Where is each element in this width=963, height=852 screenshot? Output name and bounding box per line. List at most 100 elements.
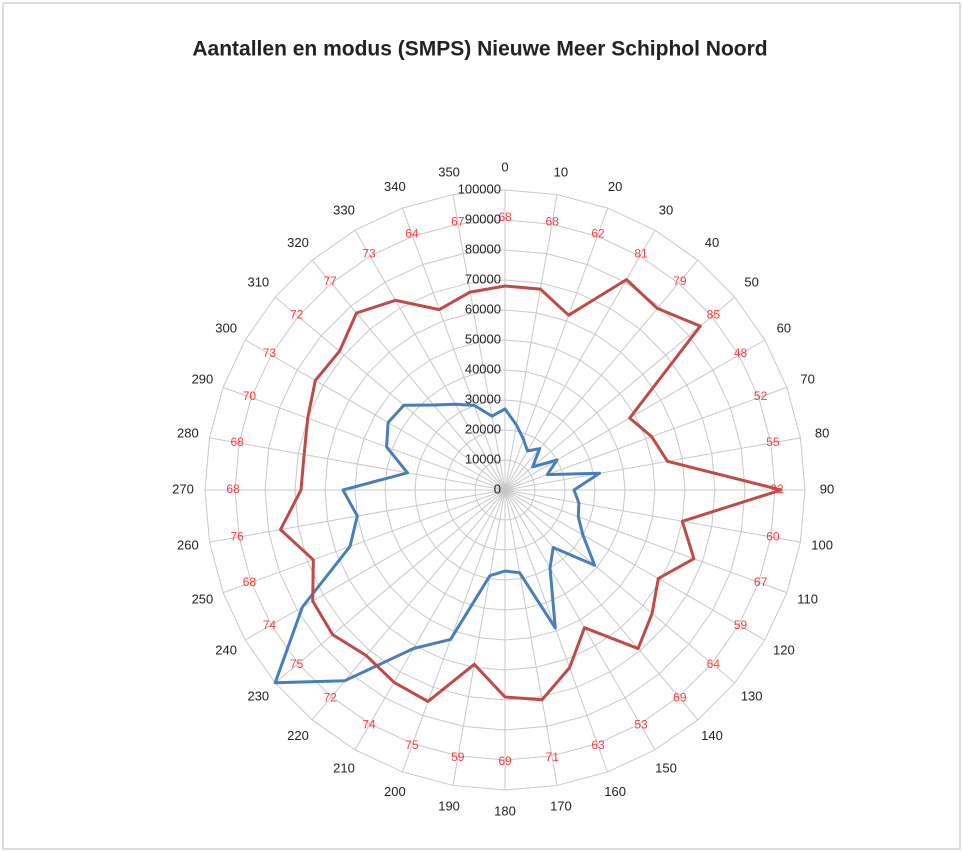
data-label: 63 [591, 738, 605, 752]
category-label: 200 [384, 784, 406, 799]
category-label: 350 [438, 164, 460, 179]
data-label: 68 [498, 210, 512, 224]
category-label: 80 [815, 426, 829, 441]
category-label: 320 [287, 235, 309, 250]
data-label: 73 [263, 346, 277, 360]
data-label: 73 [362, 247, 376, 261]
category-label: 50 [744, 274, 758, 289]
category-label: 260 [177, 537, 199, 552]
category-label: 0 [501, 159, 508, 174]
data-label: 62 [591, 227, 605, 241]
spoke [452, 489, 506, 786]
y-tick-label: 60000 [465, 301, 501, 316]
category-label: 210 [333, 760, 355, 775]
spoke [244, 489, 506, 641]
spoke [504, 489, 558, 786]
y-tick-label: 30000 [465, 391, 501, 406]
data-label: 81 [634, 247, 648, 261]
spoke [504, 489, 788, 594]
category-label: 70 [800, 371, 814, 386]
spoke [504, 489, 656, 751]
spoke [452, 194, 506, 491]
category-label: 230 [247, 688, 269, 703]
spoke [311, 259, 506, 491]
category-label: 170 [550, 799, 572, 814]
data-label: 68 [243, 575, 257, 589]
data-label: 68 [226, 482, 240, 496]
data-label: 72 [290, 307, 304, 321]
series-line [279, 278, 783, 703]
spoke [504, 489, 699, 721]
category-label: 270 [172, 481, 194, 496]
category-label: 130 [741, 688, 763, 703]
spoke [401, 489, 506, 773]
data-label: 75 [405, 738, 419, 752]
data-label: 55 [766, 435, 780, 449]
y-tick-label: 10000 [465, 451, 501, 466]
y-tick-label: 70000 [465, 271, 501, 286]
category-label: 290 [192, 371, 214, 386]
category-label: 240 [215, 642, 237, 657]
y-tick-label: 20000 [465, 421, 501, 436]
category-label: 150 [655, 760, 677, 775]
spoke [504, 437, 801, 491]
category-label: 110 [797, 592, 818, 607]
spoke [504, 489, 609, 773]
category-label: 330 [333, 203, 355, 218]
spoke [504, 194, 558, 491]
category-label: 340 [384, 179, 406, 194]
data-label: 79 [673, 274, 687, 288]
spoke [504, 229, 656, 491]
spoke [504, 339, 766, 491]
category-label: 40 [705, 235, 719, 250]
spoke [504, 489, 736, 684]
spoke [401, 207, 506, 491]
data-label: 67 [451, 214, 465, 228]
category-label: 100 [811, 537, 833, 552]
spoke [274, 296, 506, 491]
category-label: 220 [287, 728, 309, 743]
category-label: 20 [608, 179, 622, 194]
data-label: 72 [323, 691, 337, 705]
data-label: 59 [734, 618, 748, 632]
data-label: 68 [230, 435, 244, 449]
data-label: 92 [770, 482, 784, 496]
spoke [209, 437, 506, 491]
data-label: 77 [323, 274, 337, 288]
spoke [504, 489, 766, 641]
data-label: 70 [243, 389, 257, 403]
category-label: 90 [820, 481, 834, 496]
spoke [274, 489, 506, 684]
spoke [354, 489, 506, 751]
category-label: 60 [777, 320, 791, 335]
data-label: 52 [754, 389, 768, 403]
category-label: 190 [438, 799, 460, 814]
category-label: 280 [177, 426, 199, 441]
spoke [354, 229, 506, 491]
data-label: 53 [634, 718, 648, 732]
y-tick-label: 0 [494, 481, 501, 496]
y-tick-label: 100000 [458, 181, 501, 196]
spoke [222, 489, 506, 594]
category-label: 180 [494, 803, 516, 818]
spoke [504, 207, 609, 491]
chart-title: Aantallen en modus (SMPS) Nieuwe Meer Sc… [192, 38, 767, 61]
y-tick-label: 80000 [465, 241, 501, 256]
data-label: 64 [707, 657, 721, 671]
data-label: 48 [734, 346, 748, 360]
category-label: 160 [604, 784, 626, 799]
spoke [244, 339, 506, 491]
category-label: 300 [215, 320, 237, 335]
data-label: 60 [766, 529, 780, 543]
data-label: 64 [405, 227, 419, 241]
spoke [504, 386, 788, 491]
y-tick-label: 50000 [465, 331, 501, 346]
category-label: 310 [247, 274, 269, 289]
category-label: 30 [659, 203, 673, 218]
data-label: 76 [230, 529, 244, 543]
spoke [222, 386, 506, 491]
data-label: 59 [451, 750, 465, 764]
spoke [504, 489, 801, 543]
category-label: 250 [192, 592, 214, 607]
